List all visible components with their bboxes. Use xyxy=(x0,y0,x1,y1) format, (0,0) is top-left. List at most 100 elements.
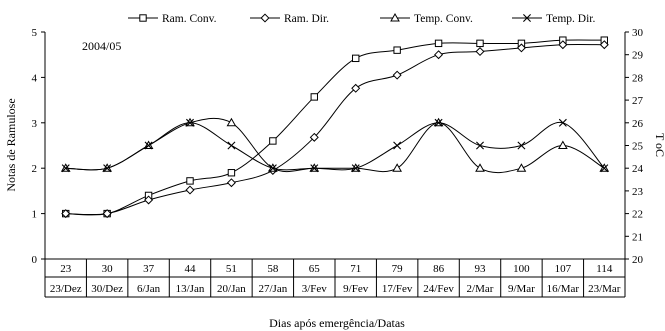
y-tick-label-left: 4 xyxy=(32,72,38,84)
data-point-diamond xyxy=(434,50,444,60)
x-date-label: 27/Jan xyxy=(258,283,287,295)
data-point-x xyxy=(310,164,319,173)
data-point-square xyxy=(476,39,484,48)
data-point-square xyxy=(186,177,194,185)
series-line-square xyxy=(65,39,605,216)
x-tick-label: 65 xyxy=(309,263,321,275)
data-point-diamond xyxy=(144,195,154,205)
y-tick-label-right: 22 xyxy=(632,209,643,221)
y-tick-label-right: 27 xyxy=(632,95,644,107)
data-point-square xyxy=(393,46,401,54)
y-tick-label-left: 1 xyxy=(32,209,38,221)
y-tick-label-right: 21 xyxy=(632,231,643,243)
x-tick-label: 58 xyxy=(267,263,279,275)
data-point-diamond xyxy=(599,40,609,50)
data-point-square xyxy=(434,39,443,48)
data-point-diamond xyxy=(392,70,402,80)
series-line-diamond xyxy=(65,43,605,216)
x-axis-label: Dias após emergência/Datas xyxy=(269,316,405,330)
x-tick-label: 107 xyxy=(555,263,572,275)
data-point-x xyxy=(268,164,277,173)
data-point-diamond xyxy=(351,83,361,93)
y-tick-label-right: 30 xyxy=(632,27,644,39)
data-point-triangle xyxy=(516,163,527,172)
y-tick-label-right: 23 xyxy=(632,186,644,198)
data-point-x xyxy=(351,164,360,173)
data-point-diamond xyxy=(102,209,112,219)
legend-marker-square xyxy=(139,14,147,22)
y-tick-label-right: 28 xyxy=(632,72,644,84)
legend: Ram. Conv. Ram. Dir. Temp. Conv. Temp. Dir. xyxy=(128,12,595,25)
data-point-triangle xyxy=(226,117,237,127)
data-point-diamond xyxy=(61,209,71,219)
x-date-label: 20/Jan xyxy=(217,283,246,295)
data-point-x xyxy=(61,164,70,173)
x-tick-label: 114 xyxy=(596,263,613,275)
data-point-square xyxy=(310,93,318,101)
legend-label: Temp. Conv. xyxy=(414,13,473,25)
y-tick-label-right: 24 xyxy=(632,163,644,175)
x-date-label: 13/Jan xyxy=(176,283,205,295)
data-point-x xyxy=(558,118,567,127)
y-tick-label-right: 29 xyxy=(632,50,644,62)
x-tick-label: 79 xyxy=(392,263,404,275)
y-tick-label-left: 2 xyxy=(32,163,38,175)
x-tick-label: 51 xyxy=(226,263,237,275)
data-point-diamond xyxy=(309,132,319,142)
x-date-label: 23/Mar xyxy=(588,283,621,295)
x-date-label: 6/Jan xyxy=(137,283,161,295)
x-tick-label: 86 xyxy=(433,263,445,275)
y-tick-label-left: 5 xyxy=(32,27,38,39)
chart-annotation: 2004/05 xyxy=(82,39,121,53)
x-tick-label: 44 xyxy=(185,263,197,275)
data-point-triangle xyxy=(475,163,485,172)
data-point-x xyxy=(227,141,236,150)
data-point-x xyxy=(103,164,112,173)
data-point-diamond xyxy=(475,47,485,57)
legend-label: Ram. Dir. xyxy=(284,13,329,25)
x-date-label: 2/Mar xyxy=(467,283,494,295)
x-tick-label: 37 xyxy=(143,263,155,275)
y-tick-label-right: 26 xyxy=(632,118,644,130)
x-date-label: 16/Mar xyxy=(547,283,580,295)
data-point-triangle xyxy=(392,163,403,172)
y-tick-label-right: 20 xyxy=(632,254,644,266)
data-point-x xyxy=(517,141,526,150)
x-date-label: 30/Dez xyxy=(91,283,123,295)
y-axis-label-right: T oC xyxy=(653,133,665,157)
data-point-square xyxy=(227,169,236,177)
y-tick-label-left: 0 xyxy=(32,254,38,266)
x-tick-label: 93 xyxy=(475,263,487,275)
x-tick-label: 100 xyxy=(513,263,530,275)
legend-label: Temp. Dir. xyxy=(546,13,595,25)
legend-label: Ram. Conv. xyxy=(162,13,217,25)
data-point-x xyxy=(600,164,609,173)
x-tick-label: 23 xyxy=(60,263,72,275)
data-point-diamond xyxy=(516,43,526,53)
data-point-x xyxy=(186,118,194,127)
data-point-x xyxy=(144,141,153,150)
x-date-label: 9/Fev xyxy=(343,283,369,295)
x-date-label: 9/Mar xyxy=(508,283,535,295)
y-axis-label-left: Notas de Ramulose xyxy=(4,98,18,191)
x-date-label: 23/Dez xyxy=(50,283,82,295)
x-date-label: 3/Fev xyxy=(302,283,328,295)
data-point-square xyxy=(352,54,360,63)
data-point-triangle xyxy=(557,140,568,149)
y-tick-label-left: 3 xyxy=(32,118,38,130)
legend-marker-diamond xyxy=(260,13,270,23)
x-date-label: 24/Fev xyxy=(423,283,454,295)
legend-marker-x xyxy=(523,14,531,22)
series-layer xyxy=(60,36,610,219)
data-point-diamond xyxy=(558,40,568,50)
x-date-label: 17/Fev xyxy=(382,283,413,295)
data-point-x xyxy=(476,141,484,150)
data-point-x xyxy=(434,118,443,127)
series-line-x xyxy=(65,122,605,171)
data-point-diamond xyxy=(226,178,236,188)
x-tick-label: 71 xyxy=(350,263,361,275)
data-point-square xyxy=(269,137,277,145)
y-tick-label-right: 25 xyxy=(632,141,644,153)
